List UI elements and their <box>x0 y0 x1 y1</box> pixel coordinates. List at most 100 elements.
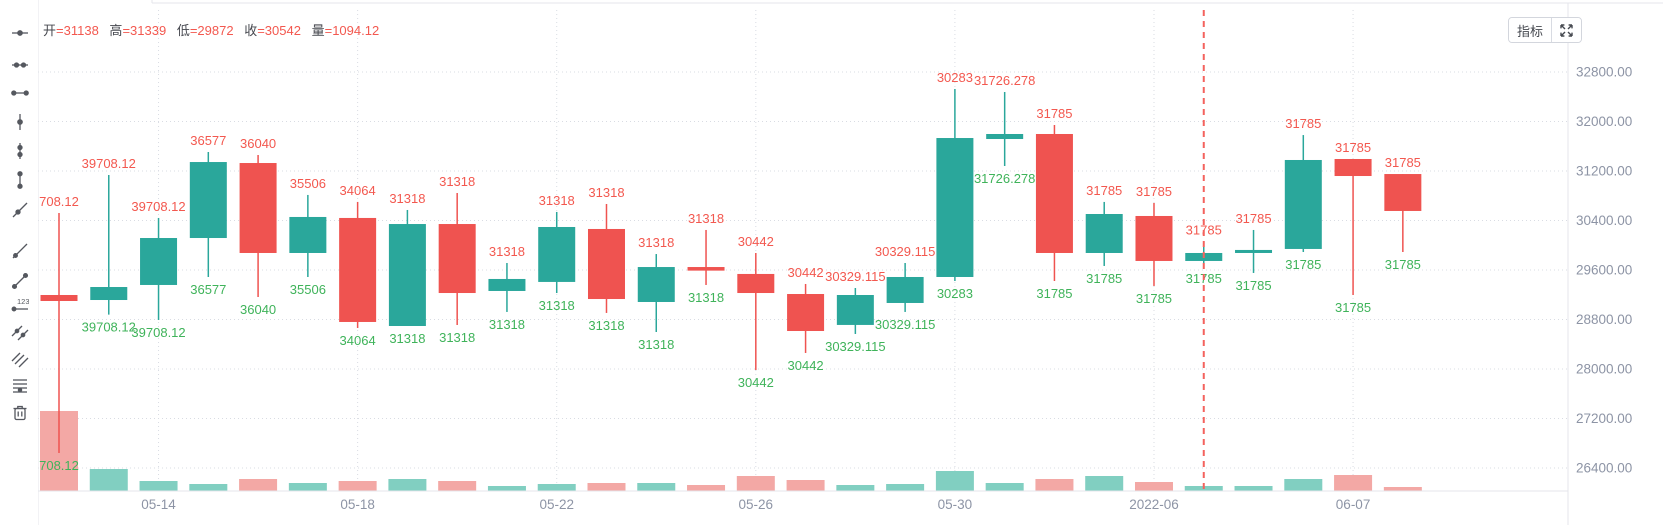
y-axis-label: 27200.00 <box>1576 411 1632 426</box>
candle-body[interactable] <box>289 216 327 253</box>
price-channel-icon <box>11 352 29 368</box>
tool-vertical-segment-button[interactable] <box>7 138 33 164</box>
candle-body[interactable] <box>388 224 426 326</box>
volume-bar[interactable] <box>985 483 1024 491</box>
tool-parallel-channel-button[interactable] <box>7 320 33 346</box>
volume-bar[interactable] <box>637 483 676 491</box>
volume-bar[interactable] <box>189 484 228 491</box>
candle-body[interactable] <box>239 163 277 253</box>
candle-body[interactable] <box>587 228 625 300</box>
vertical-extended-line-icon <box>17 171 23 189</box>
candle-body[interactable] <box>1284 159 1322 249</box>
volume-bar[interactable] <box>239 479 278 491</box>
drawing-toolbar: 123 <box>0 0 38 525</box>
candle-high-label: 35506 <box>290 176 326 191</box>
candle-high-label: 31726.278 <box>974 73 1035 88</box>
vertical-line-icon <box>17 114 23 130</box>
candle-body[interactable] <box>986 133 1024 140</box>
candle-body[interactable] <box>488 278 526 291</box>
indicators-button[interactable]: 指标 <box>1509 18 1552 42</box>
volume-bar[interactable] <box>1085 476 1124 491</box>
candle-body[interactable] <box>189 162 227 239</box>
tool-horizontal-extended-line-button[interactable] <box>7 80 33 106</box>
x-axis-label: 05-14 <box>141 497 176 512</box>
candle-body[interactable] <box>886 276 924 303</box>
candle-body[interactable] <box>339 217 377 322</box>
volume-bar[interactable] <box>1035 479 1074 491</box>
candle-body[interactable] <box>538 226 576 282</box>
candle-body[interactable] <box>1035 133 1073 253</box>
candle-body[interactable] <box>1334 158 1372 177</box>
tool-vertical-extended-line-button[interactable] <box>7 167 33 193</box>
tool-eraser-button[interactable] <box>7 399 33 425</box>
tool-vertical-line-button[interactable] <box>7 109 33 135</box>
candle-body[interactable] <box>1135 215 1173 261</box>
legend-volume: 量=1094.12 <box>311 23 380 38</box>
volume-bar[interactable] <box>786 480 825 491</box>
candle-high-label: 30442 <box>788 265 824 280</box>
candle-body[interactable] <box>687 267 725 271</box>
candle-high-label: 31785 <box>1136 184 1172 199</box>
volume-bar[interactable] <box>288 483 327 491</box>
candle-body[interactable] <box>1235 249 1273 253</box>
volume-bar[interactable] <box>736 476 775 491</box>
candle-body[interactable] <box>836 294 874 325</box>
volume-bar[interactable] <box>487 486 526 491</box>
candle-high-label: 31318 <box>588 185 624 200</box>
candle-body[interactable] <box>787 294 825 332</box>
candle-high-label: 31785 <box>1086 183 1122 198</box>
candle-body[interactable] <box>438 224 476 294</box>
volume-bar[interactable] <box>1383 487 1422 491</box>
tool-ray-line-button[interactable] <box>7 197 33 223</box>
candle-body[interactable] <box>40 294 78 301</box>
candle-low-label: 31785 <box>1036 286 1072 301</box>
tool-trend-line-button[interactable] <box>7 238 33 264</box>
candle-high-label: 31318 <box>489 244 525 259</box>
tool-horizontal-segment-button[interactable] <box>7 52 33 78</box>
volume-bar[interactable] <box>687 485 726 491</box>
candle-body[interactable] <box>140 238 178 285</box>
tool-price-channel-button[interactable] <box>7 347 33 373</box>
candle-high-label: 31318 <box>638 235 674 250</box>
candle-high-label: 31785 <box>1285 116 1321 131</box>
candle-body[interactable] <box>90 287 128 301</box>
tool-line-segment-button[interactable] <box>7 268 33 294</box>
candle-high-label: 30442 <box>738 234 774 249</box>
volume-bar[interactable] <box>388 479 427 491</box>
candle-body[interactable] <box>1085 214 1123 253</box>
fullscreen-button[interactable] <box>1552 18 1582 42</box>
ray-line-icon <box>12 202 28 218</box>
candle-body[interactable] <box>737 273 775 294</box>
volume-bar[interactable] <box>537 484 576 491</box>
volume-bar[interactable] <box>1134 482 1173 491</box>
tool-price-label-button[interactable]: 123 <box>7 293 33 319</box>
volume-bar[interactable] <box>1334 475 1373 491</box>
candle-high-label: 30329.115 <box>875 244 936 259</box>
volume-bar[interactable] <box>1234 486 1273 491</box>
candle-low-label: 36577 <box>190 282 226 297</box>
horizontal-line-icon <box>12 30 28 36</box>
volume-bar[interactable] <box>886 484 925 491</box>
candle-low-label: 31785 <box>1235 278 1271 293</box>
volume-bar[interactable] <box>836 485 875 491</box>
candle-high-label: 30329.115 <box>825 269 886 284</box>
volume-bar[interactable] <box>438 481 477 491</box>
candle-body[interactable] <box>1384 174 1422 211</box>
volume-bar[interactable] <box>338 481 377 491</box>
volume-bar[interactable] <box>587 483 626 491</box>
volume-bar[interactable] <box>1284 479 1323 491</box>
horizontal-segment-icon <box>12 62 28 68</box>
candle-low-label: 35506 <box>290 282 326 297</box>
tool-horizontal-line-button[interactable] <box>7 20 33 46</box>
line-segment-icon <box>11 272 29 290</box>
candle-body[interactable] <box>637 267 675 302</box>
parallel-channel-icon <box>11 325 29 341</box>
x-axis-label: 2022-06 <box>1129 497 1179 512</box>
candle-high-label: 31785 <box>1385 155 1421 170</box>
volume-bar[interactable] <box>935 471 974 491</box>
volume-bar[interactable] <box>89 469 128 491</box>
volume-bar[interactable] <box>139 481 178 491</box>
tool-fib-retracement-button[interactable] <box>7 373 33 399</box>
candle-body[interactable] <box>936 138 974 277</box>
